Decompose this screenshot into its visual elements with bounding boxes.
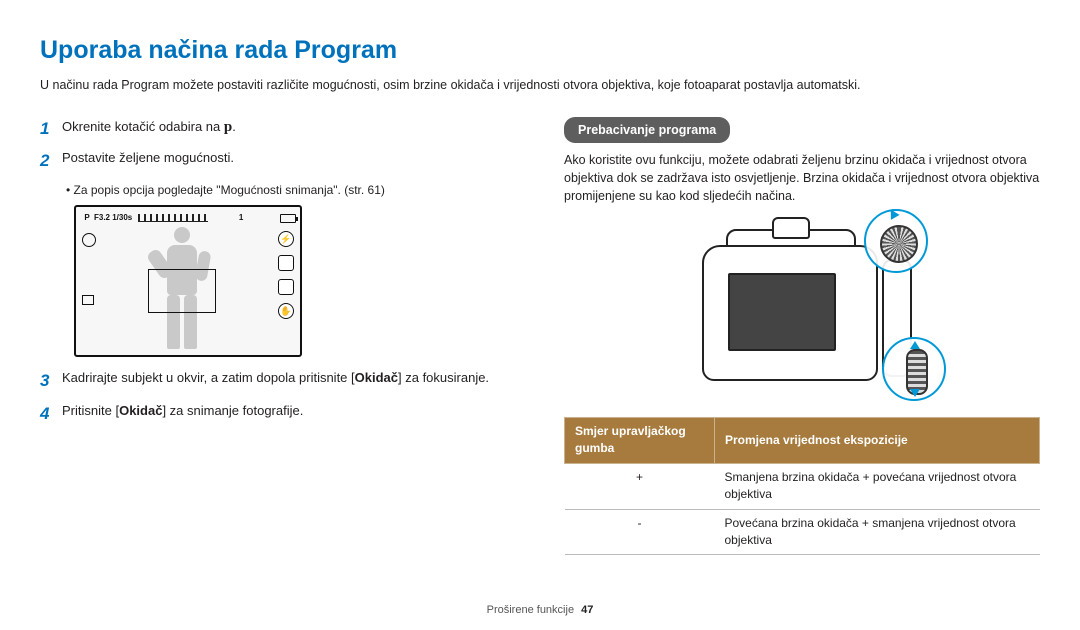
focus-frame [148,269,216,313]
battery-icon [280,214,296,223]
lcd-left-icon-1 [82,233,96,247]
mode-p-icon: p [224,119,232,135]
table-row: + Smanjena brzina okidača + povećana vri… [565,463,1040,509]
lcd-mode-icon: P [80,212,94,224]
page-title: Uporaba načina rada Program [40,36,1040,65]
table-cell-dir: - [565,509,715,555]
table-cell-desc: Povećana brzina okidača + smanjena vrije… [715,509,1040,555]
step-4: 4 Pritisnite [Okidač] za snimanje fotogr… [40,402,516,427]
step-number: 4 [40,402,62,427]
step-4-bold: Okidač [119,403,162,418]
lcd-left-icon-2 [82,295,94,305]
step-3-bold: Okidač [355,370,398,385]
table-row: - Povećana brzina okidača + smanjena vri… [565,509,1040,555]
setting-icon-2 [278,279,294,295]
footer-page-number: 47 [581,604,593,616]
exposure-table: Smjer upravljačkog gumba Promjena vrijed… [564,417,1040,555]
step-number: 3 [40,369,62,394]
intro-paragraph: U načinu rada Program možete postaviti r… [40,77,1040,95]
step-4-text-b: ] za snimanje fotografije. [162,403,303,418]
setting-icon-1 [278,255,294,271]
camera-illustration [564,215,1040,405]
step-1-text: Okrenite kotačić odabira na [62,119,224,134]
table-cell-dir: + [565,463,715,509]
step-number: 2 [40,149,62,174]
lcd-exposure-label: F3.2 1/30s [94,212,132,224]
footer-section: Proširene funkcije [487,604,574,616]
table-header-change: Promjena vrijednost ekspozicije [715,418,1040,464]
program-shift-paragraph: Ako koristite ovu funkciju, možete odabr… [564,151,1040,205]
left-column: 1 Okrenite kotačić odabira na p. 2 Posta… [40,117,516,556]
step-3-text-b: ] za fokusiranje. [398,370,489,385]
step-number: 1 [40,117,62,142]
step-4-text-a: Pritisnite [ [62,403,119,418]
step-2-sub-item: Za popis opcija pogledajte "Mogućnosti s… [66,182,516,199]
lcd-illustration: P F3.2 1/30s 1 ⚡ ✋ [74,205,516,357]
table-cell-desc: Smanjena brzina okidača + povećana vrije… [715,463,1040,509]
lcd-ev-scale [138,214,208,222]
step-2-text: Postavite željene mogućnosti. [62,149,516,168]
step-3-text-a: Kadrirajte subjekt u okvir, a zatim dopo… [62,370,355,385]
step-1: 1 Okrenite kotačić odabira na p. [40,117,516,142]
step-2: 2 Postavite željene mogućnosti. [40,149,516,174]
control-wheel-callout [882,337,946,401]
right-column: Prebacivanje programa Ako koristite ovu … [564,117,1040,556]
program-shift-pill: Prebacivanje programa [564,117,730,143]
lcd-count: 1 [239,212,243,224]
mode-dial-callout [864,209,928,273]
page-footer: Proširene funkcije 47 [0,604,1080,616]
step-3: 3 Kadrirajte subjekt u okvir, a zatim do… [40,369,516,394]
step-2-sub: Za popis opcija pogledajte "Mogućnosti s… [66,182,516,199]
table-header-direction: Smjer upravljačkog gumba [565,418,715,464]
flash-icon: ⚡ [278,231,294,247]
stabilizer-icon: ✋ [278,303,294,319]
